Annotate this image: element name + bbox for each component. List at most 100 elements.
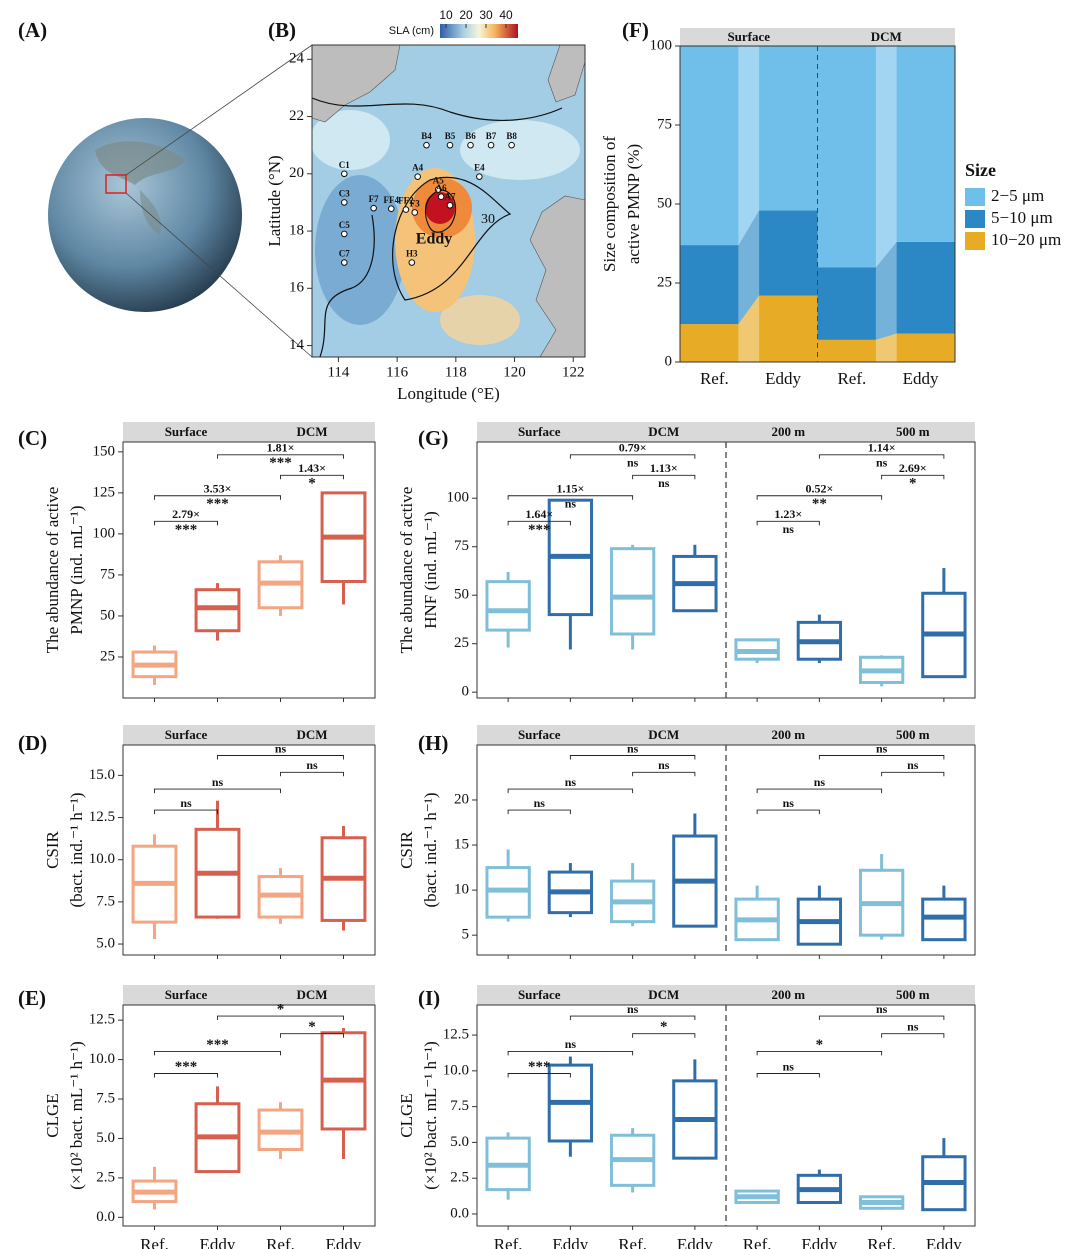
box — [485, 580, 531, 632]
comparison-bracket — [154, 495, 281, 500]
y-tick-label: 5.0 — [450, 1134, 469, 1150]
y-tick-label: 10.0 — [89, 851, 115, 867]
station-label: A4 — [412, 163, 423, 173]
station-label: B6 — [465, 131, 476, 141]
station-label: FF4 — [384, 195, 400, 205]
colorbar-tick-label: 40 — [499, 8, 513, 22]
comparison-bracket — [217, 755, 344, 760]
y-tick-label: 5.0 — [96, 1130, 115, 1146]
area-segment — [680, 46, 739, 246]
y-axis-label: CLGE — [397, 1093, 416, 1137]
y-tick-label: 100 — [447, 490, 470, 506]
x-tick-label: 118 — [445, 364, 467, 380]
comparison-bracket — [569, 454, 696, 459]
y-tick-label: 150 — [93, 443, 116, 459]
y-tick-label: 5 — [462, 927, 470, 943]
y-tick-label: 5.0 — [96, 935, 115, 951]
y-axis-label: The abundance of active — [397, 487, 416, 654]
comparison-bracket — [154, 520, 218, 526]
comparison-significance: ** — [812, 496, 827, 512]
comparison-bracket — [280, 771, 344, 777]
facet-label: Surface — [165, 987, 208, 1002]
station — [434, 186, 442, 193]
comparison-significance: *** — [175, 1059, 198, 1075]
comparison-significance: ns — [627, 1002, 639, 1016]
colorbar-tick-label: 10 — [439, 8, 453, 22]
comparison-bracket — [507, 788, 634, 794]
station-label: FF2 — [398, 196, 414, 206]
area-segment — [817, 339, 876, 362]
legend-swatch — [965, 188, 985, 206]
station — [340, 170, 348, 178]
x-tick-label: Eddy — [326, 1235, 362, 1249]
station — [446, 141, 454, 149]
station — [423, 141, 430, 149]
y-tick-label: 100 — [93, 525, 116, 541]
area-segment — [759, 210, 818, 296]
comparison-significance: ns — [876, 741, 888, 755]
y-tick-label: 18 — [289, 222, 304, 238]
comparison-significance: ns — [876, 1002, 888, 1016]
y-tick-label: 7.5 — [450, 1098, 469, 1114]
area-transition — [875, 241, 897, 340]
comparison-bracket — [154, 809, 218, 815]
comparison-bracket — [818, 1015, 945, 1021]
comparison-significance: ns — [907, 758, 919, 772]
y-tick-label: 22 — [289, 108, 304, 124]
comparison-significance: ns — [534, 796, 546, 810]
legend-label: 10−20 μm — [991, 230, 1061, 249]
colorbar-label: SLA (cm) — [389, 25, 434, 37]
comparison-bracket — [280, 474, 344, 480]
station — [437, 193, 445, 201]
map-annotation: 30 — [481, 212, 495, 227]
station-label: C5 — [339, 220, 350, 230]
comparison-bracket — [569, 1015, 696, 1021]
comparison-ratio: 1.14× — [868, 441, 896, 455]
comparison-bracket — [756, 520, 820, 526]
x-tick-label: Ref. — [867, 1235, 896, 1249]
box — [609, 547, 656, 636]
area-segment — [759, 46, 818, 211]
comparison-ratio: 1.23× — [774, 507, 802, 521]
area-segment — [817, 267, 876, 340]
station — [402, 206, 410, 213]
facet-label: DCM — [648, 727, 679, 742]
x-tick-label: 114 — [327, 364, 349, 380]
y-tick-label: 50 — [100, 607, 115, 623]
area-transition — [875, 46, 897, 268]
area-segment — [680, 245, 739, 325]
comparison-significance: ns — [565, 1037, 577, 1051]
comparison-bracket — [507, 809, 571, 815]
y-tick-label: 100 — [650, 37, 673, 53]
comparison-significance: *** — [528, 1059, 551, 1075]
station-label: B7 — [486, 131, 497, 141]
station-label: C7 — [339, 249, 350, 259]
comparison-ratio: 1.15× — [556, 482, 584, 496]
station — [408, 259, 416, 266]
y-tick-label: 125 — [93, 484, 116, 500]
facet-label: Surface — [518, 987, 561, 1002]
station-label: B4 — [421, 131, 432, 141]
panel-label: (A) — [18, 18, 47, 42]
panel-label: (D) — [18, 731, 47, 755]
comparison-significance: * — [660, 1019, 668, 1035]
x-tick-label: Eddy — [926, 1235, 962, 1249]
panel-label: (B) — [268, 18, 296, 42]
y-tick-label: 0.0 — [450, 1205, 469, 1221]
comparison-bracket — [756, 788, 883, 794]
facet-label: Surface — [518, 424, 561, 439]
colorbar-tick-label: 30 — [479, 8, 493, 22]
comparison-bracket — [632, 1033, 696, 1038]
station-label: A7 — [444, 191, 455, 201]
y-axis-label: (bact. ind.⁻¹ h⁻¹) — [67, 793, 86, 908]
panel-label: (F) — [622, 18, 649, 42]
facet-label: Surface — [727, 29, 770, 44]
comparison-significance: ns — [658, 758, 670, 772]
y-axis-label: The abundance of active — [43, 487, 62, 654]
comparison-bracket — [217, 454, 344, 459]
facet-label: Surface — [518, 727, 561, 742]
x-tick-label: Ref. — [743, 1235, 772, 1249]
area-transition — [738, 295, 760, 362]
x-tick-label: Ref. — [494, 1235, 523, 1249]
